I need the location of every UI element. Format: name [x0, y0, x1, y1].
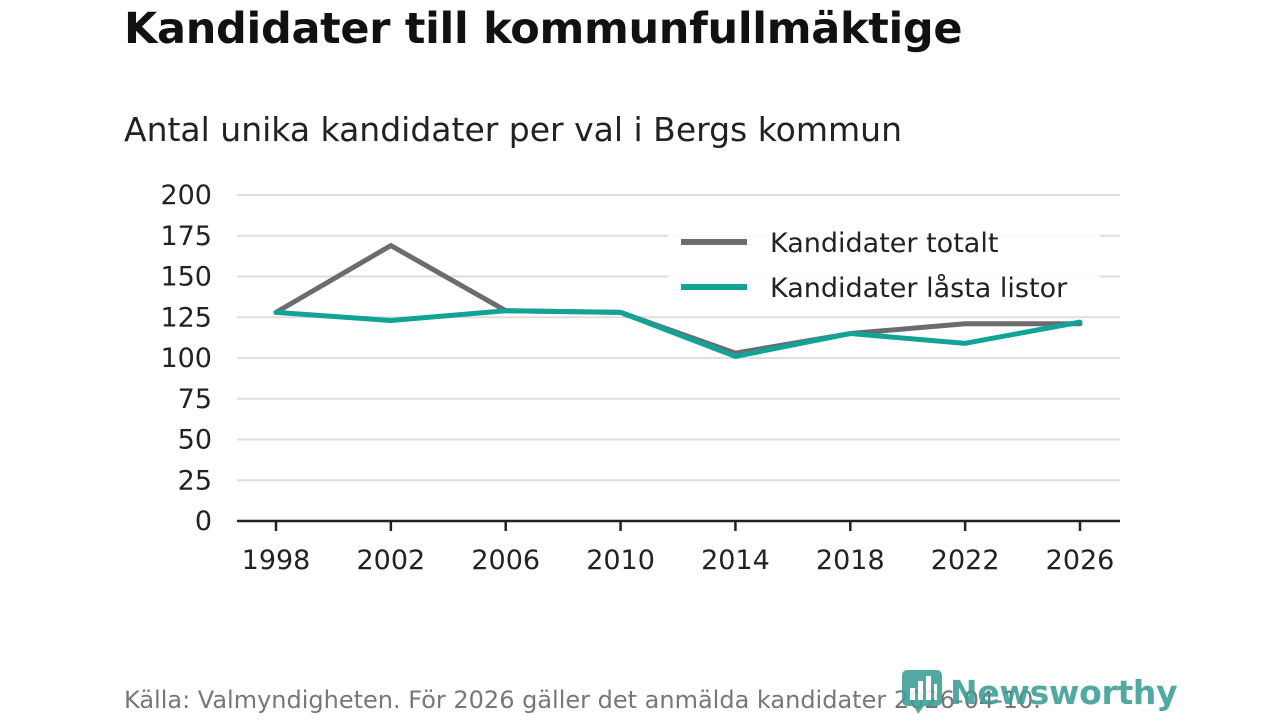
y-tick-label-125: 125	[160, 302, 212, 333]
x-tick-label-1998: 1998	[242, 545, 311, 576]
y-tick-label-0: 0	[195, 506, 212, 537]
y-tick-label-25: 25	[178, 465, 212, 496]
x-tick-label-2010: 2010	[586, 545, 655, 576]
x-tick-label-2018: 2018	[816, 545, 885, 576]
x-tick-label-2006: 2006	[471, 545, 540, 576]
bar-chart-icon	[902, 670, 942, 714]
y-tick-label-200: 200	[160, 180, 212, 211]
x-tick-label-2026: 2026	[1046, 545, 1115, 576]
legend-label-kandidater-totalt: Kandidater totalt	[770, 228, 998, 259]
newsworthy-logo: Newsworthy	[902, 670, 1178, 714]
y-tick-label-75: 75	[178, 384, 212, 415]
chart-title: Kandidater till kommunfullmäktige	[124, 4, 963, 54]
legend-background	[668, 218, 1100, 314]
x-tick-label-2022: 2022	[931, 545, 1000, 576]
x-tick-label-2002: 2002	[356, 545, 425, 576]
y-tick-label-100: 100	[160, 343, 212, 374]
legend-label-kandidater-lasta-listor: Kandidater låsta listor	[770, 273, 1068, 304]
y-tick-label-175: 175	[160, 221, 212, 252]
y-tick-label-150: 150	[160, 262, 212, 293]
x-tick-label-2014: 2014	[701, 545, 770, 576]
series-line-kandidater-lasta-listor	[273, 308, 1083, 359]
chart-subtitle: Antal unika kandidater per val i Bergs k…	[124, 110, 902, 149]
logo-text: Newsworthy	[950, 672, 1178, 712]
source-note: Källa: Valmyndigheten. För 2026 gäller d…	[124, 686, 1041, 714]
y-tick-label-50: 50	[178, 425, 212, 456]
